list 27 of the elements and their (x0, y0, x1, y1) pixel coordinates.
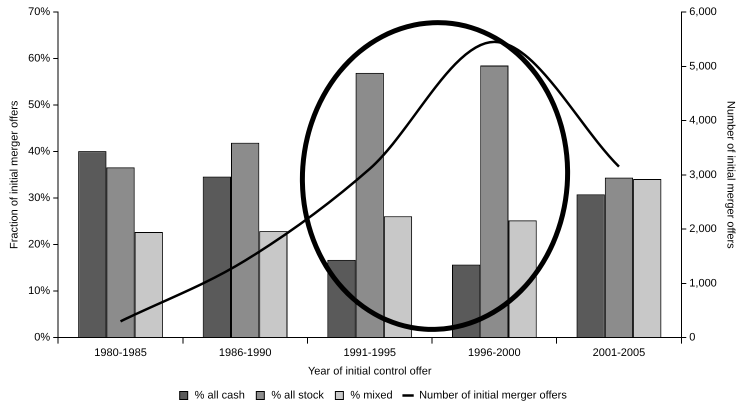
x-tick-label: 1996-2000 (468, 347, 521, 360)
y2-tick-label: 0 (689, 332, 696, 344)
y-tick-label: 30% (28, 192, 50, 204)
y-tick-label: 10% (28, 285, 50, 298)
y2-tick-label: 2,000 (689, 223, 717, 236)
y-tick-label: 0% (34, 332, 50, 344)
y-tick-label: 70% (28, 6, 50, 18)
legend-label: % mixed (350, 390, 393, 402)
y2-tick-label: 1,000 (689, 277, 717, 290)
y2-tick-label: 4,000 (689, 114, 717, 127)
y2-axis-title: Number of initial merger offers (724, 100, 736, 250)
legend-label: Number of initial merger offers (419, 390, 568, 402)
x-tick-label: 2001-2005 (592, 347, 646, 360)
x-tick-label: 1991-1995 (343, 347, 396, 360)
y2-tick-label: 5,000 (689, 60, 717, 72)
y-tick-label: 60% (28, 52, 50, 65)
y-axis-title: Fraction of initial merger offers (8, 100, 21, 249)
y-tick-label: 50% (28, 99, 50, 112)
x-axis-title: Year of initial control offer (308, 365, 432, 378)
y2-tick-label: 6,000 (689, 6, 717, 18)
legend-label: % all cash (194, 390, 245, 402)
x-tick-label: 1980-1985 (94, 347, 147, 360)
y-tick-label: 20% (28, 238, 50, 251)
x-tick-label: 1986-1990 (218, 347, 272, 360)
y-tick-label: 40% (28, 146, 50, 158)
y2-tick-label: 3,000 (689, 168, 717, 181)
legend-label: % all stock (271, 390, 324, 402)
